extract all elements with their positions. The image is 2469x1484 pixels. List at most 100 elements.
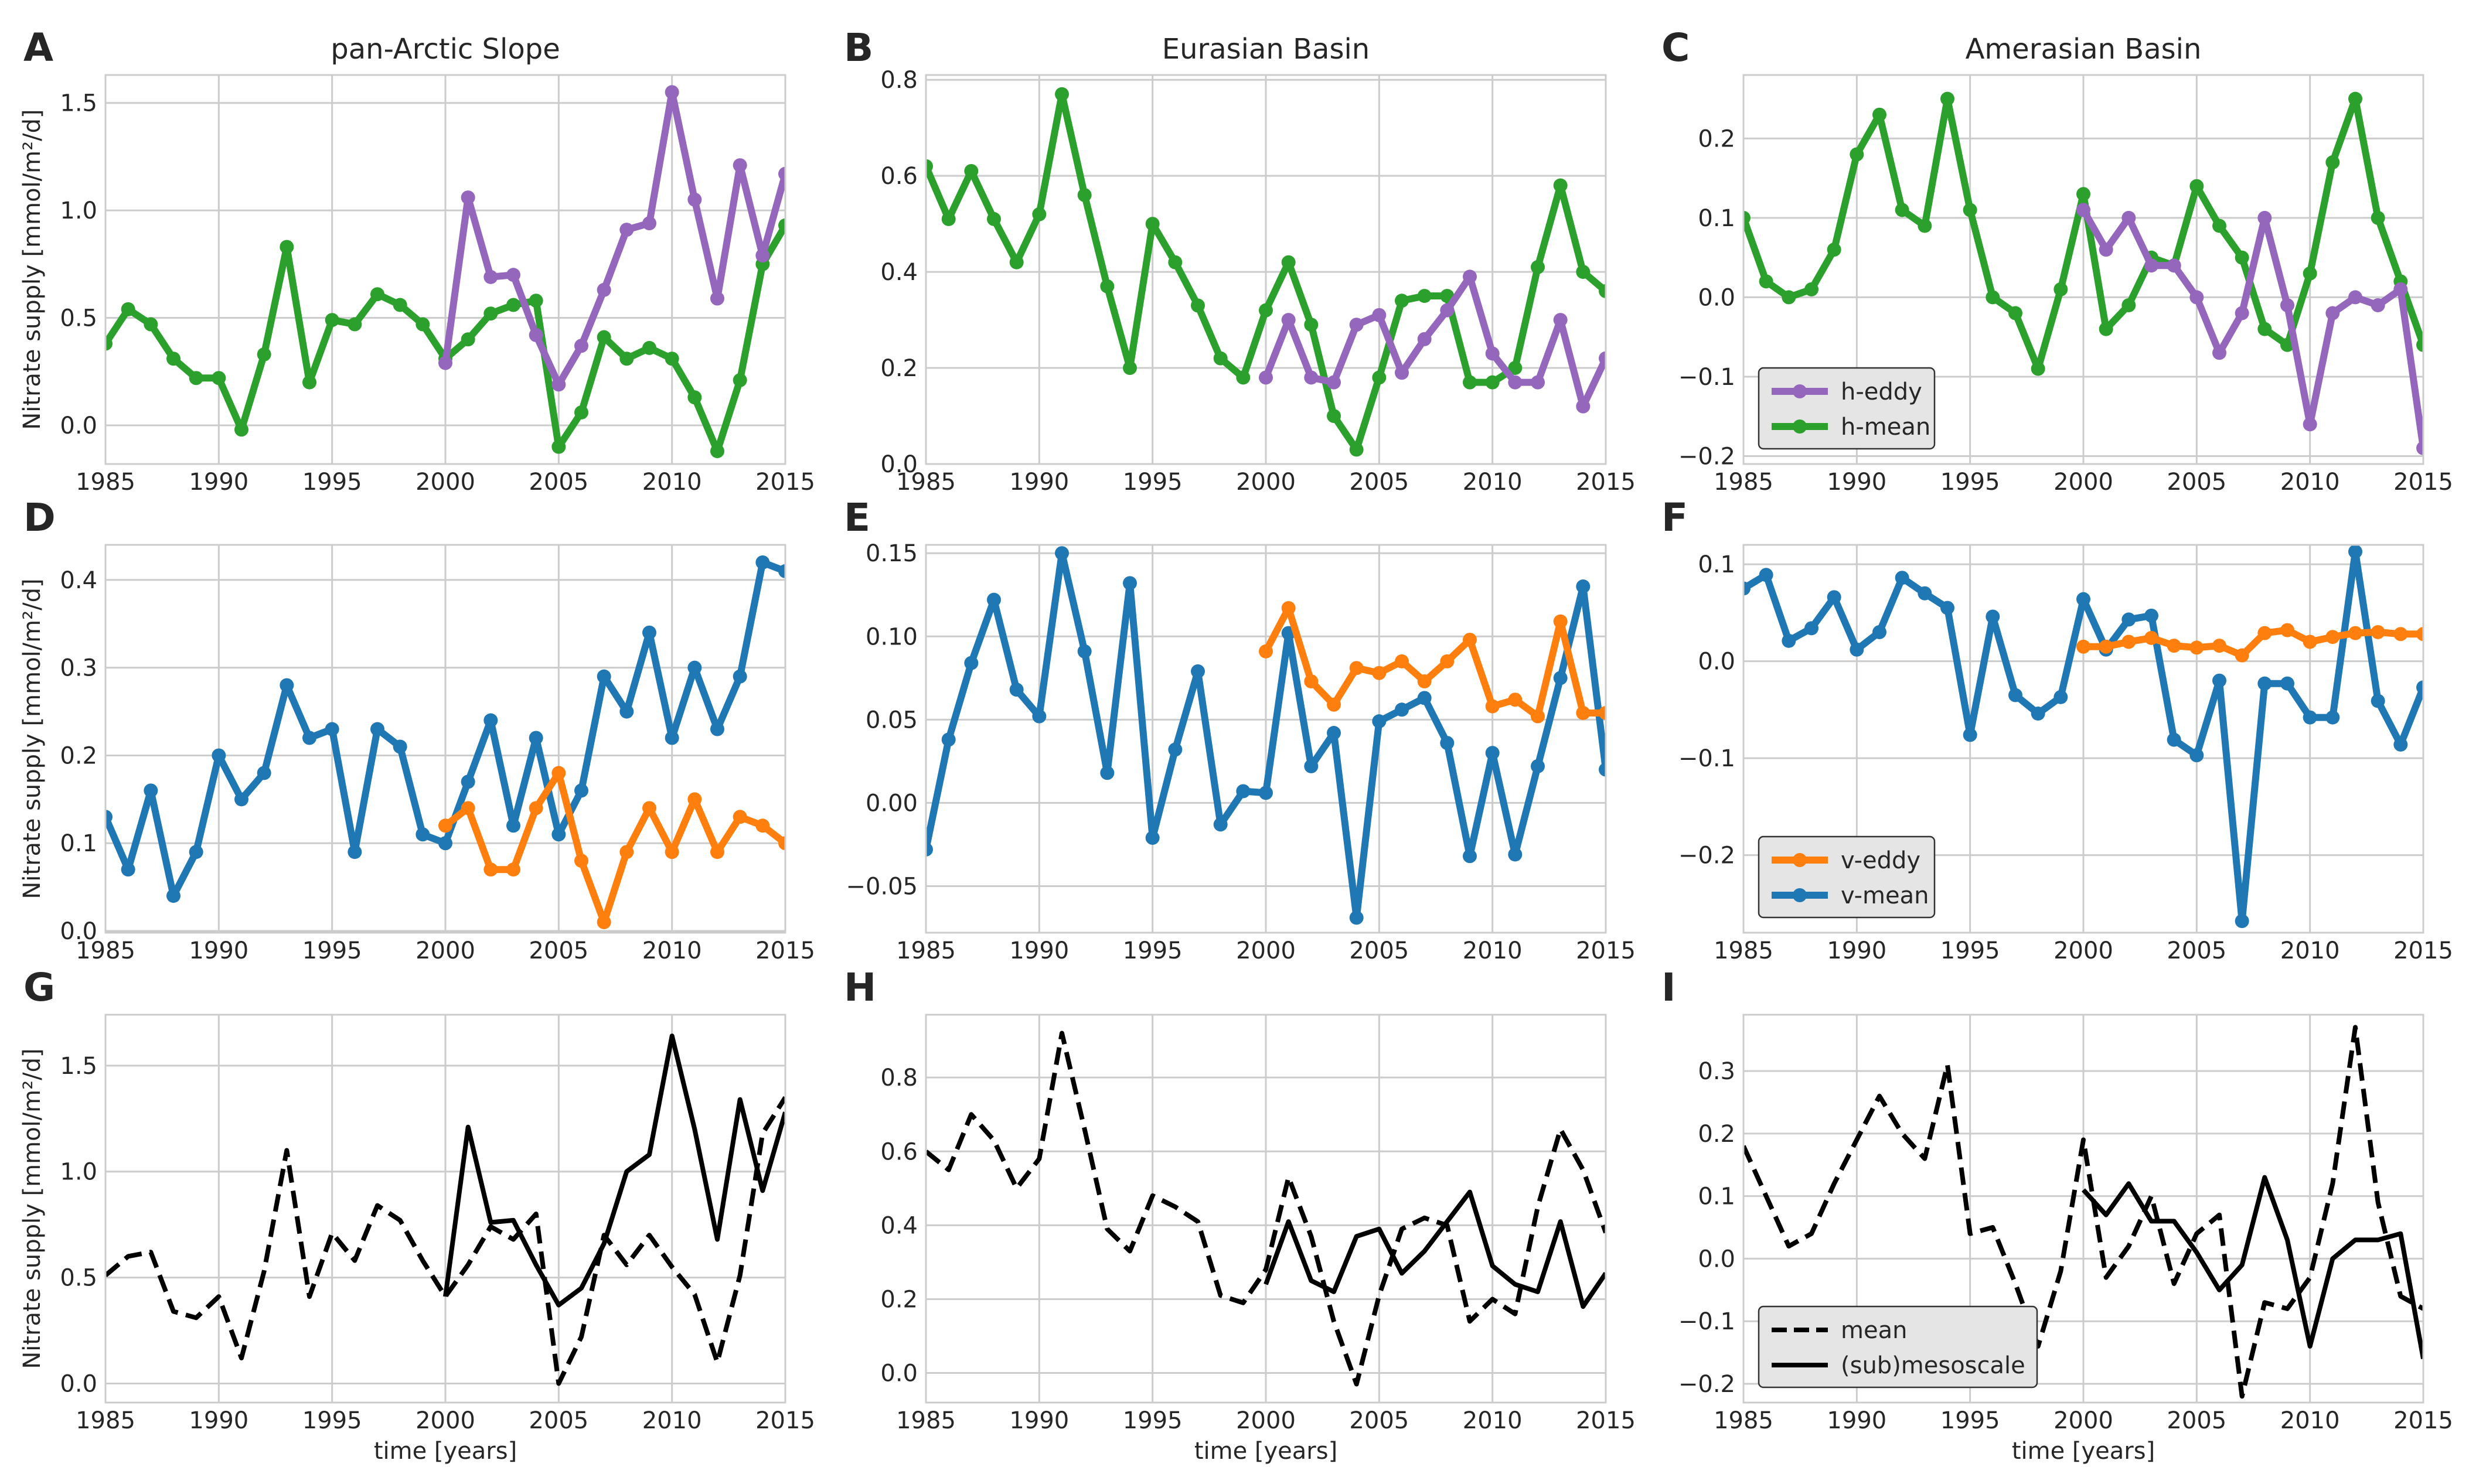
data-point	[2416, 337, 2423, 352]
data-point	[1508, 375, 1523, 390]
data-point	[1395, 294, 1409, 308]
x-tick-label: 1995	[1940, 469, 2000, 496]
data-point	[1531, 709, 1545, 724]
data-point	[2348, 545, 2362, 559]
x-tick-label: 2010	[1463, 469, 1523, 496]
data-point	[1850, 642, 1864, 657]
data-point	[1440, 303, 1455, 318]
data-point	[710, 722, 724, 736]
data-point	[551, 439, 566, 454]
plot-frame	[925, 1014, 1607, 1404]
x-tick-label: 1990	[1827, 937, 1886, 964]
y-tick-label: 0.1	[1698, 551, 1735, 578]
data-point	[506, 862, 520, 877]
data-point	[506, 268, 520, 282]
data-point	[2303, 266, 2317, 281]
series-line-0	[1743, 1025, 2423, 1399]
data-point	[1327, 409, 1341, 424]
data-point	[687, 390, 702, 405]
series-group	[1743, 1025, 2423, 1399]
data-point	[619, 223, 634, 237]
data-point	[2121, 298, 2136, 312]
legend-label: h-eddy	[1841, 378, 1922, 405]
series-line-1	[1262, 605, 1606, 720]
x-tick-label: 2005	[529, 469, 588, 496]
x-tick-label: 1985	[1714, 937, 1773, 964]
data-point	[1463, 375, 1477, 390]
y-tick-label: −0.1	[1678, 745, 1735, 772]
data-point	[483, 269, 498, 284]
data-point	[1145, 217, 1160, 231]
data-point	[1440, 654, 1455, 668]
data-point	[2257, 210, 2272, 225]
y-tick-label: 0.0	[60, 918, 97, 945]
x-tick-label: 1990	[1009, 1407, 1069, 1434]
y-tick-label: 0.0	[60, 1370, 97, 1397]
x-tick-label: 2000	[416, 469, 475, 496]
y-tick-label: 0.2	[1698, 1121, 1735, 1148]
data-point	[619, 845, 634, 859]
data-point	[416, 317, 430, 332]
x-tick-label: 2000	[2053, 937, 2113, 964]
data-point	[597, 915, 611, 930]
panel-title: Eurasian Basin	[1162, 33, 1370, 66]
y-tick-label: 1.0	[60, 1159, 97, 1186]
data-point	[1032, 709, 1047, 724]
data-point	[2235, 914, 2249, 929]
data-point	[687, 792, 702, 807]
data-point	[1009, 683, 1024, 697]
data-point	[665, 352, 679, 366]
data-point	[461, 332, 475, 347]
data-point	[2371, 298, 2385, 312]
data-point	[755, 248, 770, 263]
data-point	[1895, 203, 1909, 217]
x-tick-label: 2005	[529, 1407, 588, 1434]
x-tick-label: 1995	[302, 937, 362, 964]
panel-d: 1985 1990 1995 2000 2005 2010 2015 0.0 0.1 0.2 0.3…	[19, 495, 815, 964]
y-axis-label: Nitrate supply [mmol/m²/d]	[19, 1048, 46, 1369]
data-point	[1804, 282, 1818, 296]
data-point	[2212, 346, 2226, 360]
data-point	[1236, 370, 1251, 385]
legend-marker	[1793, 853, 1807, 867]
plot-frame	[1742, 1014, 2424, 1404]
data-point	[370, 287, 384, 302]
data-point	[1759, 568, 1773, 582]
plot-frame	[925, 74, 1607, 465]
data-point	[2008, 306, 2022, 320]
data-point	[2325, 155, 2340, 170]
data-point	[1599, 705, 1606, 720]
data-point	[189, 371, 203, 386]
data-point	[1191, 664, 1205, 678]
data-point	[2325, 306, 2340, 320]
data-point	[619, 352, 634, 366]
data-point	[1327, 726, 1341, 741]
data-point	[1850, 147, 1864, 162]
y-tick-label: −0.2	[1678, 842, 1735, 869]
y-tick-label: 0.0	[880, 451, 918, 478]
data-point	[551, 827, 566, 842]
x-axis-label: time [years]	[2012, 1438, 2155, 1465]
data-point	[1395, 702, 1409, 717]
x-tick-label: 2015	[755, 937, 815, 964]
data-point	[1531, 759, 1545, 773]
data-point	[733, 669, 747, 684]
series-group	[926, 546, 1606, 925]
x-tick-label: 1990	[189, 469, 248, 496]
data-point	[778, 166, 785, 181]
data-point	[2303, 710, 2317, 725]
x-tick-label: 1990	[189, 1407, 248, 1434]
data-point	[574, 783, 588, 798]
data-point	[1281, 601, 1296, 615]
data-point	[1372, 308, 1387, 322]
data-point	[2167, 258, 2181, 273]
data-point	[302, 731, 316, 745]
panel-letter: A	[23, 25, 53, 70]
data-point	[461, 190, 475, 205]
y-tick-label: 0.3	[60, 655, 97, 682]
y-tick-label: −0.05	[846, 873, 918, 900]
data-point	[325, 722, 339, 736]
data-point	[1940, 601, 1954, 615]
y-tick-label: 0.5	[60, 305, 97, 332]
panel-i: 1985 1990 1995 2000 2005 2010 2015 −0.2 −0.1 0.0 0…	[1661, 965, 2453, 1465]
